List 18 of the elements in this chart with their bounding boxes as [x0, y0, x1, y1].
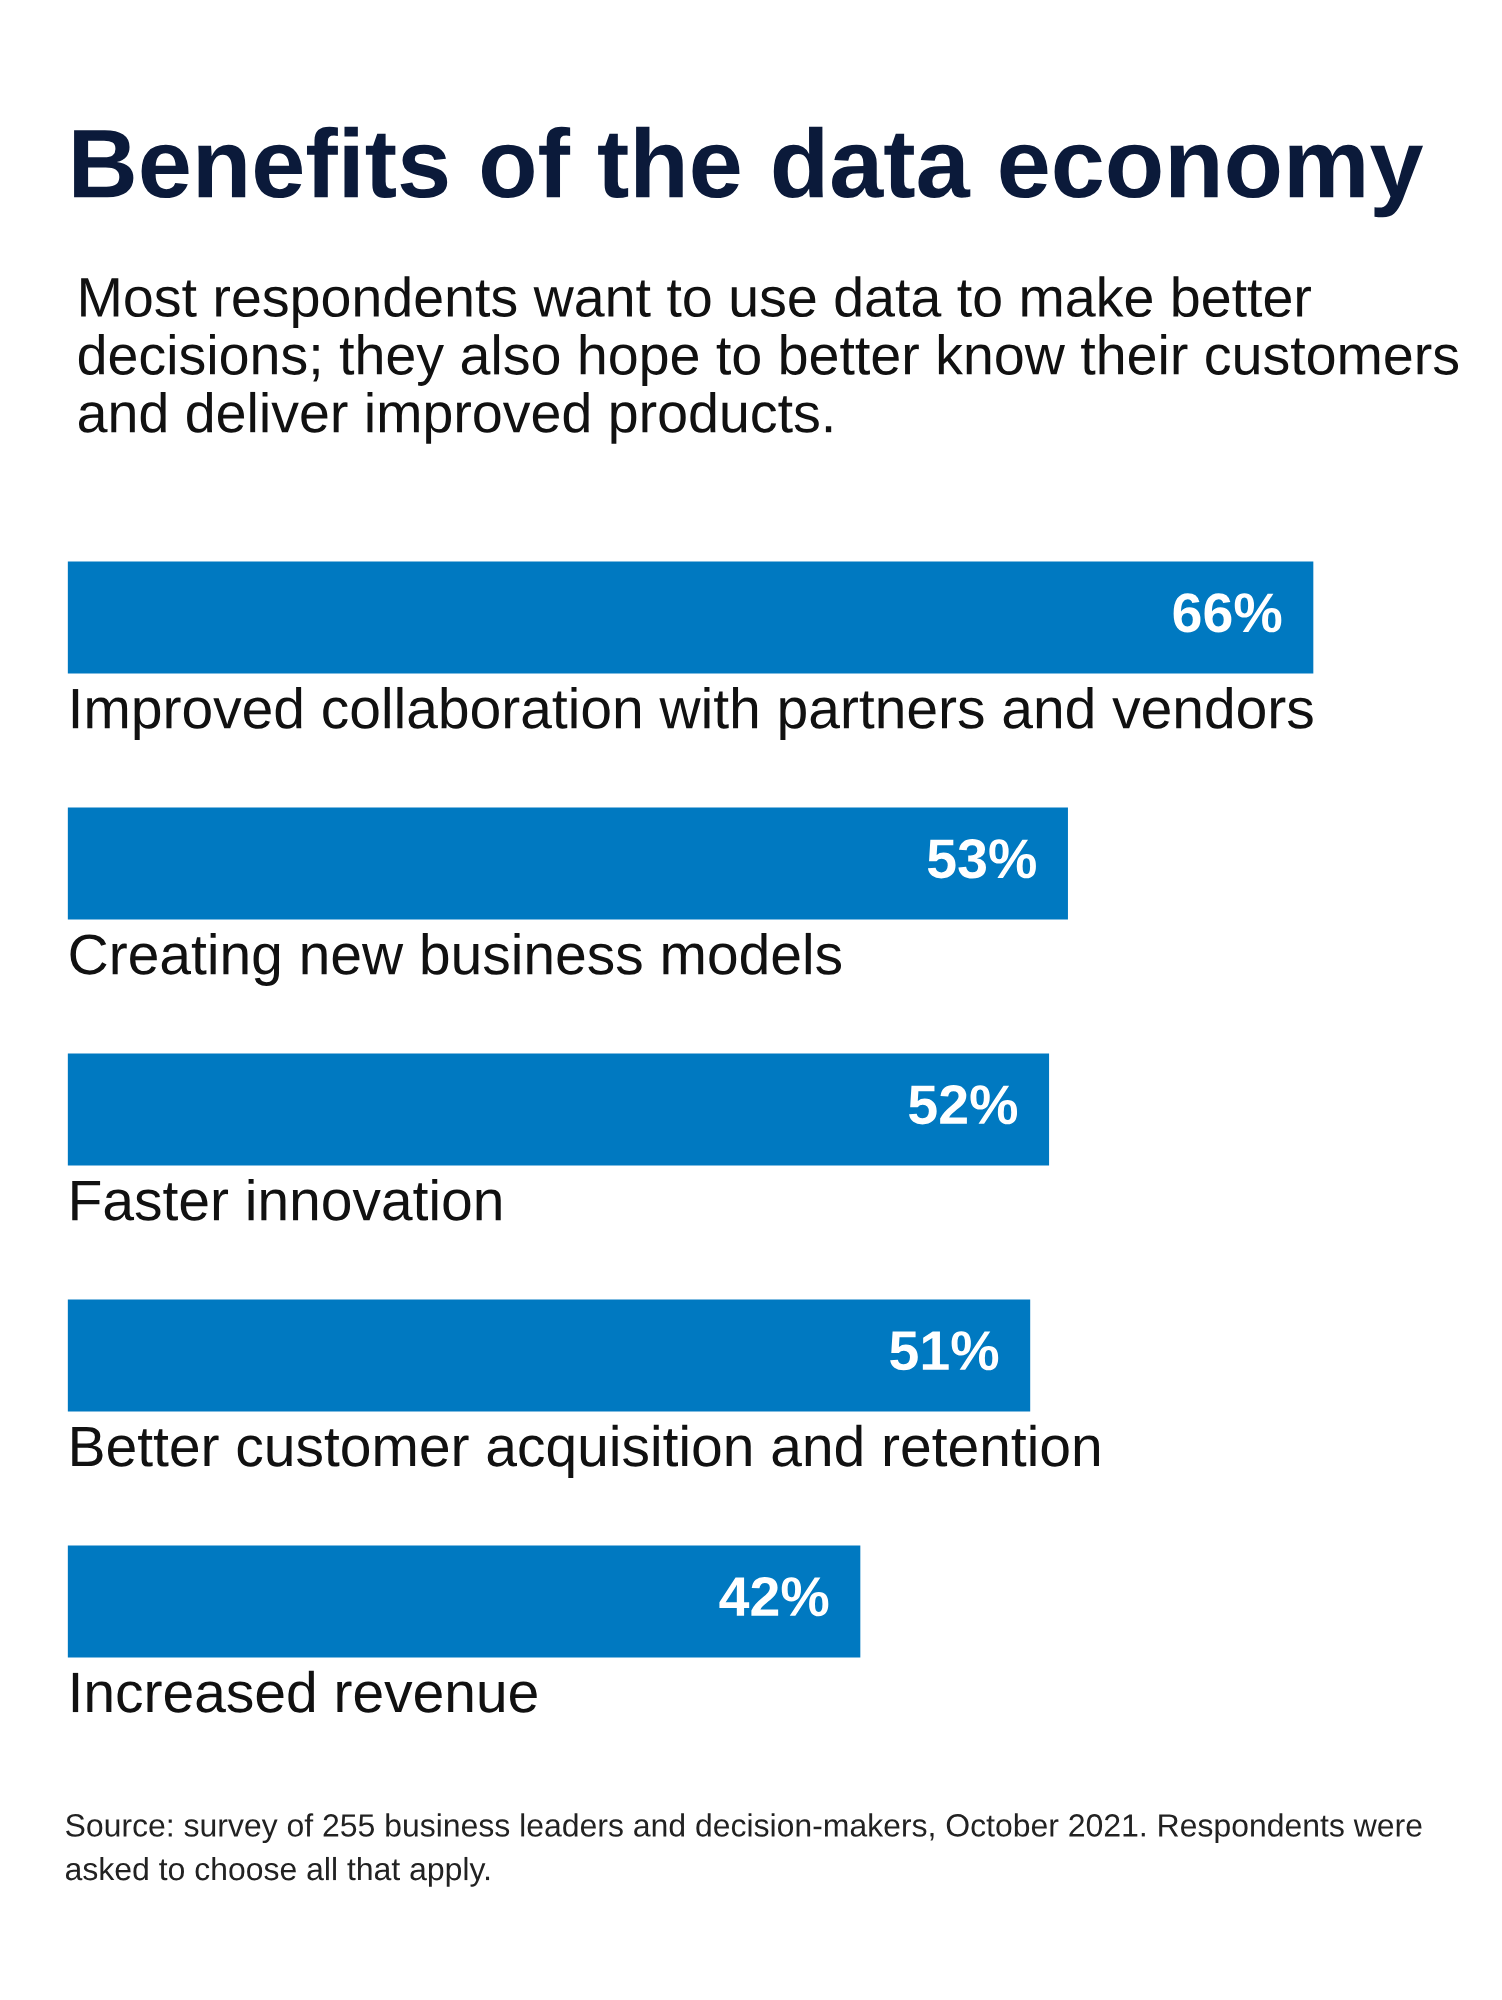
bar [67, 807, 1068, 920]
data-label: 53% [927, 839, 1036, 879]
y-tick-label: Increased revenue [72, 1670, 537, 1713]
data-label: 42% [719, 1577, 829, 1617]
data-label: 52% [909, 1085, 1018, 1125]
y-tick-label: Improved collaboration with partners and vendors [72, 686, 1313, 741]
y-tick-label: Creating new business models [70, 932, 842, 986]
bar [67, 561, 1314, 674]
data-label: 51% [890, 1331, 999, 1371]
chart-title: Benefits of the data economy [74, 126, 1423, 218]
bar [67, 1053, 1050, 1166]
annotation: Source: survey of 255 business leaders and decision-makers, October 2021. Respondents were asked to choose all that apply. [65, 1813, 1422, 1887]
bar [67, 1299, 1031, 1412]
chart-subtitle: Most respondents want to use data to make better decisions; they also hope to better know their customers and deliver improved products. [78, 276, 1459, 444]
data-label: 66% [1173, 593, 1282, 633]
y-tick-label: Faster innovation [72, 1178, 501, 1221]
y-tick-label: Better customer acquisition and retention [72, 1424, 1099, 1478]
bar [67, 1545, 861, 1658]
